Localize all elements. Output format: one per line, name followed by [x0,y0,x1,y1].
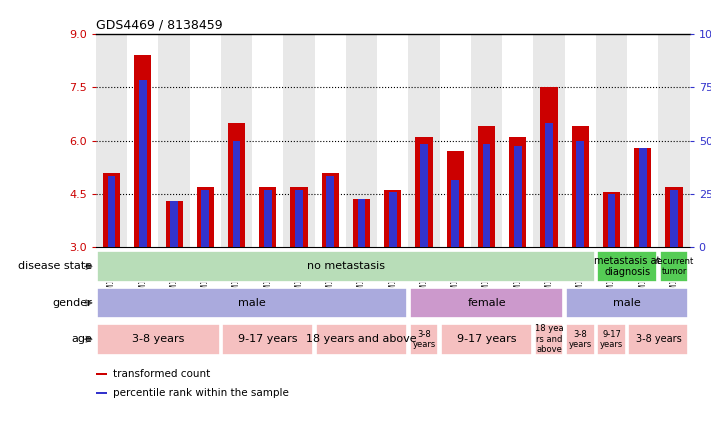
Bar [103,173,120,247]
FancyBboxPatch shape [597,324,626,354]
Bar [295,190,303,247]
Bar [608,194,616,247]
Bar [565,34,596,247]
Bar [170,201,178,247]
Bar [221,34,252,247]
Text: metastasis at
diagnosis: metastasis at diagnosis [594,255,661,277]
Bar [415,137,433,247]
FancyBboxPatch shape [566,288,688,318]
Bar [326,176,334,247]
Bar [96,392,107,394]
Bar [284,34,315,247]
Bar [577,141,584,247]
FancyBboxPatch shape [316,324,407,354]
Text: 3-8
years: 3-8 years [569,330,592,349]
Bar [627,34,658,247]
Bar [346,34,378,247]
Text: female: female [467,298,506,308]
Bar [665,187,683,247]
FancyBboxPatch shape [660,251,688,282]
Text: 3-8
years: 3-8 years [412,330,436,349]
Bar [358,199,365,247]
Bar [509,137,526,247]
FancyBboxPatch shape [535,324,563,354]
Bar [451,180,459,247]
FancyBboxPatch shape [97,324,220,354]
Bar [572,126,589,247]
Bar [353,199,370,247]
Bar [315,34,346,247]
Bar [252,34,284,247]
Bar [603,192,620,247]
Bar [96,34,127,247]
FancyBboxPatch shape [97,288,407,318]
Text: GDS4469 / 8138459: GDS4469 / 8138459 [96,18,223,31]
Bar [139,80,146,247]
Text: 9-17
years: 9-17 years [600,330,623,349]
Bar [420,144,428,247]
FancyBboxPatch shape [223,324,314,354]
FancyBboxPatch shape [410,288,563,318]
Bar [471,34,502,247]
Bar [260,187,277,247]
Text: transformed count: transformed count [112,369,210,379]
Bar [483,144,491,247]
Bar [439,34,471,247]
Bar [502,34,533,247]
FancyBboxPatch shape [597,251,657,282]
Bar [540,87,557,247]
FancyBboxPatch shape [97,251,594,282]
Text: 3-8 years: 3-8 years [636,334,681,344]
Bar [159,34,190,247]
Bar [134,55,151,247]
Bar [190,34,221,247]
Bar [232,141,240,247]
Bar [389,192,397,247]
Bar [596,34,627,247]
Bar [291,187,308,247]
Bar [670,190,678,247]
Bar [447,151,464,247]
Text: no metastasis: no metastasis [307,261,385,272]
Bar [96,373,107,375]
Bar [228,123,245,247]
Bar [408,34,439,247]
Bar [197,187,214,247]
FancyBboxPatch shape [441,324,533,354]
Bar [634,148,651,247]
Bar [658,34,690,247]
Text: disease state: disease state [18,261,92,272]
Bar [545,123,553,247]
Bar [533,34,565,247]
Text: 18 yea
rs and
above: 18 yea rs and above [535,324,563,354]
Text: 9-17 years: 9-17 years [456,334,516,344]
Bar [378,34,408,247]
Bar [127,34,159,247]
Bar [384,190,402,247]
Bar [264,190,272,247]
Bar [514,146,522,247]
Text: male: male [238,298,266,308]
Bar [201,190,209,247]
FancyBboxPatch shape [566,324,594,354]
Text: 3-8 years: 3-8 years [132,334,185,344]
Text: 9-17 years: 9-17 years [238,334,298,344]
Text: percentile rank within the sample: percentile rank within the sample [112,388,289,398]
Bar [478,126,495,247]
FancyBboxPatch shape [629,324,688,354]
Bar [639,148,647,247]
Text: recurrent
tumor: recurrent tumor [654,257,694,276]
Bar [166,201,183,247]
FancyBboxPatch shape [410,324,439,354]
Text: age: age [72,334,92,344]
Text: gender: gender [53,298,92,308]
Bar [322,173,339,247]
Text: 18 years and above: 18 years and above [306,334,417,344]
Text: male: male [614,298,641,308]
Bar [108,176,115,247]
